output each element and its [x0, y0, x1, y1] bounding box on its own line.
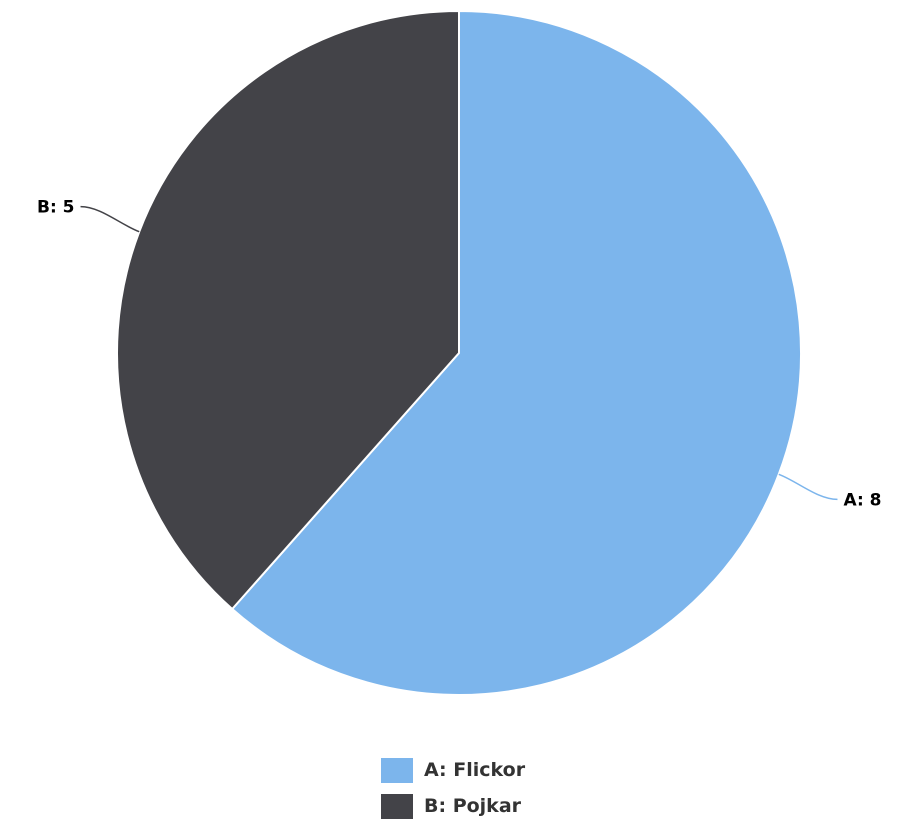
legend-item-a[interactable]: A: Flickor [381, 752, 525, 788]
label-connector-a [778, 473, 838, 501]
legend: A: Flickor B: Pojkar [381, 752, 525, 824]
data-label-a: A: 8 [843, 490, 881, 510]
legend-item-b[interactable]: B: Pojkar [381, 788, 525, 824]
legend-label-a: A: Flickor [424, 759, 526, 781]
label-connector-b [80, 205, 140, 233]
data-labels: A: 8 B: 5 [37, 198, 881, 511]
data-label-b: B: 5 [37, 198, 75, 218]
label-connectors [80, 205, 838, 501]
pie-slice-a[interactable] [231, 10, 802, 696]
legend-label-b: B: Pojkar [424, 795, 522, 817]
legend-swatch-a [381, 757, 413, 783]
pie-slices [116, 10, 802, 696]
legend-swatch-b [381, 793, 413, 819]
